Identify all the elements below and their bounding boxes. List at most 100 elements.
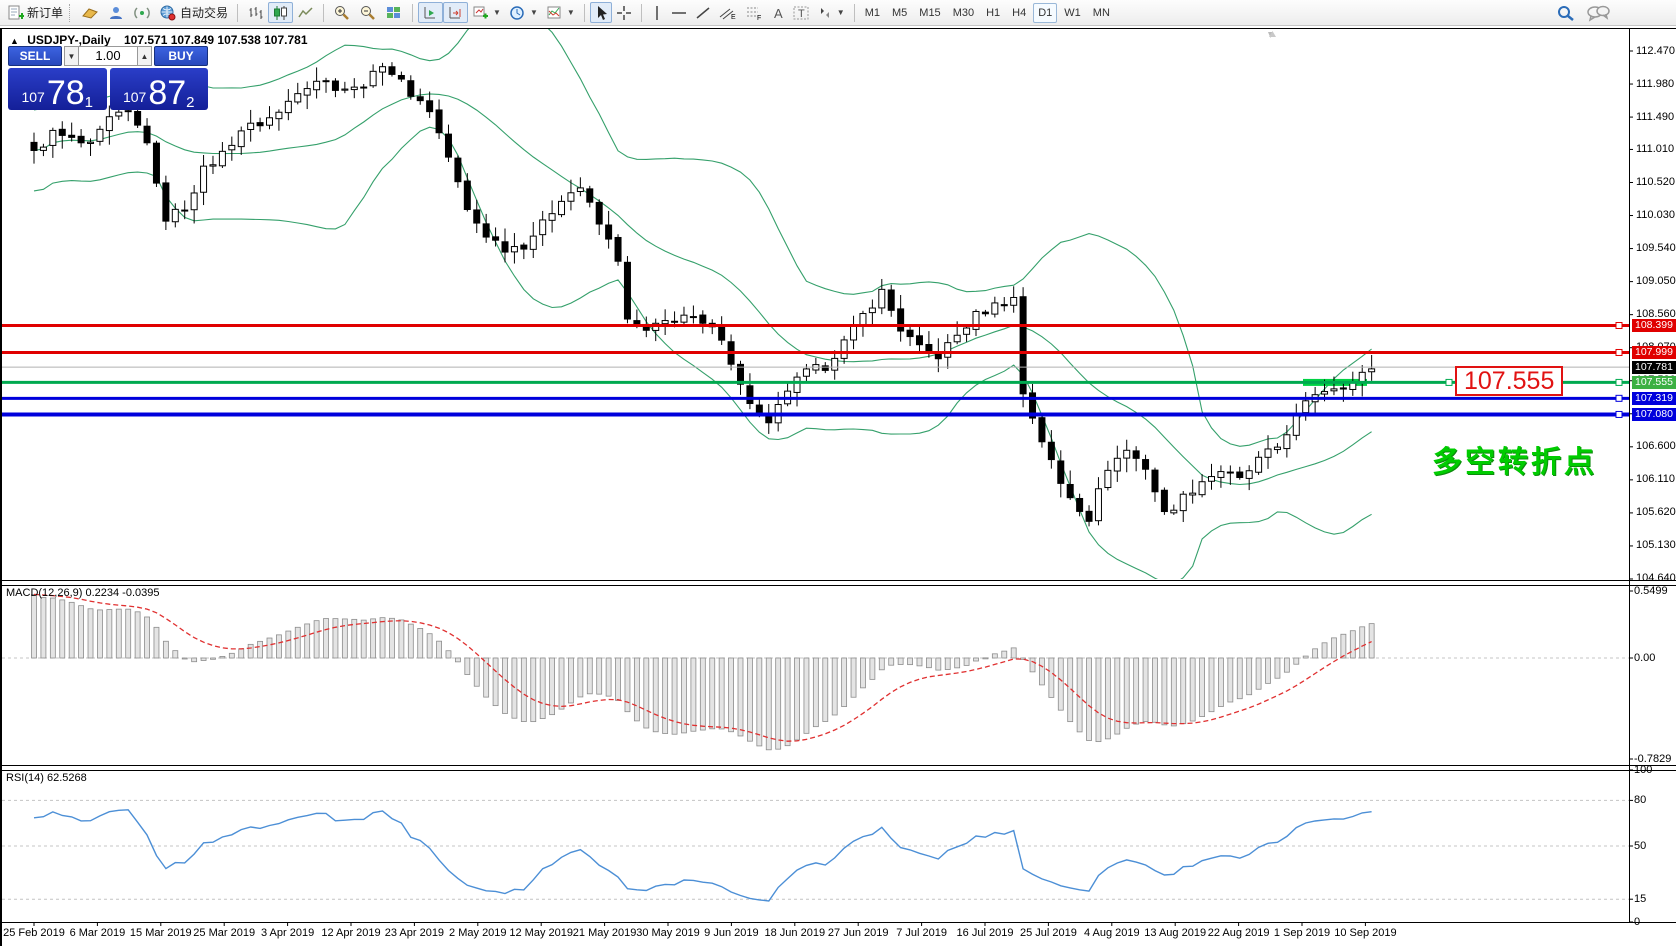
bar-chart-icon [249,6,263,19]
price-axis-tick: 111.010 [1636,142,1675,155]
trade-panel-controls: SELL ▼ 1.00 ▲ BUY [8,46,208,66]
dropdown-caret-icon: ▼ [529,8,538,17]
trade-panel-prices: 107 78 1 107 87 2 [8,68,208,113]
new-chart-button[interactable]: ▼ [468,2,505,23]
date-axis-label: 7 Jul 2019 [896,927,947,939]
date-axis-label: 23 Apr 2019 [384,927,445,939]
price-axis-tick: 104.640 [1636,572,1676,585]
buy-price-pips: 87 [148,74,187,113]
panel-collapse-icon[interactable]: ▲ [10,36,19,46]
zoom-out-icon [361,5,375,20]
profiles-button[interactable]: ▼ [505,2,542,23]
search-icon[interactable] [1556,4,1576,22]
signals-button[interactable] [129,2,155,23]
dropdown-caret-icon: ▼ [836,8,845,17]
toolbar-separator [583,3,585,22]
arrows-tool-button[interactable]: ▼ [813,2,849,23]
zoom-in-button[interactable] [329,2,355,23]
trendline-tool-button[interactable] [691,2,715,23]
buy-button[interactable]: BUY [154,46,208,66]
timeframe-button-m15[interactable]: M15 [914,3,945,23]
sell-price-display[interactable]: 107 78 1 [8,68,107,113]
chat-icon[interactable] [1586,4,1610,22]
autotrading-label: 自动交易 [180,6,229,20]
sell-price-pips: 78 [46,74,85,113]
new-order-button[interactable]: 新订单 [3,2,67,23]
channel-tool-button[interactable]: E [715,2,741,23]
price-line-label: 107.781 [1632,360,1676,374]
price-axis-tick: 111.490 [1636,110,1675,123]
price-axis-tick: 110.520 [1636,175,1675,188]
timeframe-button-d1[interactable]: D1 [1033,2,1058,23]
buy-price-display[interactable]: 107 87 2 [109,68,208,113]
text-tool-button[interactable]: A [767,2,789,23]
turning-point-annotation[interactable]: 多空转折点 [1432,446,1597,479]
auto-scroll-icon [424,6,436,18]
indicators-icon [547,6,561,18]
new-order-icon [8,5,24,19]
tile-windows-button[interactable] [381,2,407,23]
sell-price-point: 1 [84,94,94,111]
sell-price-whole: 107 [21,89,45,105]
price-axis-tick: 110.030 [1636,209,1675,222]
price-axis-tick: 105.130 [1636,539,1676,552]
toolbar-separator [323,3,325,22]
volume-spinner: ▼ 1.00 ▲ [64,46,152,66]
line-chart-icon [298,6,313,17]
horizontal-line-tool-button[interactable] [667,2,691,23]
toolbar-separator [640,3,642,22]
signal-icon [134,6,150,19]
cursor-tool-button[interactable] [589,2,612,23]
bar-chart-mode-button[interactable] [243,2,268,23]
timeframe-button-m1[interactable]: M1 [860,3,885,23]
timeframe-button-m5[interactable]: M5 [887,3,912,23]
chart-shift-button[interactable] [443,2,469,23]
new-order-label: 新订单 [27,6,64,20]
fibonacci-tool-button[interactable]: F [741,2,767,23]
timeframe-button-h1[interactable]: H1 [981,3,1005,23]
timeframe-button-mn[interactable]: MN [1088,3,1115,23]
timeframe-button-h4[interactable]: H4 [1007,3,1031,23]
toolbar-separator [412,3,414,22]
date-axis-label: 3 Apr 2019 [260,927,315,939]
text-label-tool-button[interactable]: T [789,2,813,23]
price-line-label: 108.399 [1632,319,1676,332]
clock-icon [510,5,524,20]
sell-button[interactable]: SELL [8,46,62,66]
auto-scroll-button[interactable] [418,2,444,23]
vertical-line-tool-button[interactable] [647,2,667,23]
date-axis-label: 4 Aug 2019 [1083,927,1140,939]
zoom-out-button[interactable] [355,2,381,23]
chart-shift-icon [449,6,461,18]
price-axis-tick: 111.980 [1636,77,1675,90]
rsi-axis-tick: 50 [1634,839,1647,852]
dropdown-caret-icon: ▼ [493,8,501,17]
candlestick-mode-button[interactable] [268,2,294,23]
date-axis-label: 25 Jul 2019 [1019,927,1077,939]
price-axis-tick: 106.600 [1636,440,1676,453]
timeframe-button-m30[interactable]: M30 [948,3,979,23]
price-callout-box[interactable]: 107.555 [1455,366,1564,396]
text-label-icon: T [793,6,809,20]
line-chart-mode-button[interactable] [293,2,318,23]
autotrading-button[interactable]: 自动交易 [155,2,232,23]
volume-increase-button[interactable]: ▲ [137,46,152,66]
svg-text:A: A [774,6,783,21]
zoom-in-icon [335,5,349,20]
macd-axis-tick: -0.7829 [1634,752,1672,765]
indicators-button[interactable]: ▼ [542,2,579,23]
volume-input[interactable]: 1.00 [79,46,137,66]
terminal-button[interactable] [103,2,129,23]
volume-decrease-button[interactable]: ▼ [64,46,79,66]
price-axis-tick: 106.110 [1636,473,1675,486]
crosshair-tool-button[interactable] [612,2,636,23]
buy-price-whole: 107 [122,89,147,105]
symbol-period-label: USDJPY-,Daily [27,33,111,47]
market-depth-button[interactable] [77,2,103,23]
price-axis-tick: 109.050 [1636,275,1676,288]
timeframe-button-w1[interactable]: W1 [1059,3,1086,23]
date-axis-label: 15 Mar 2019 [129,927,192,939]
date-axis-label: 27 Jun 2019 [827,927,889,939]
date-axis-label: 6 Mar 2019 [69,927,126,939]
